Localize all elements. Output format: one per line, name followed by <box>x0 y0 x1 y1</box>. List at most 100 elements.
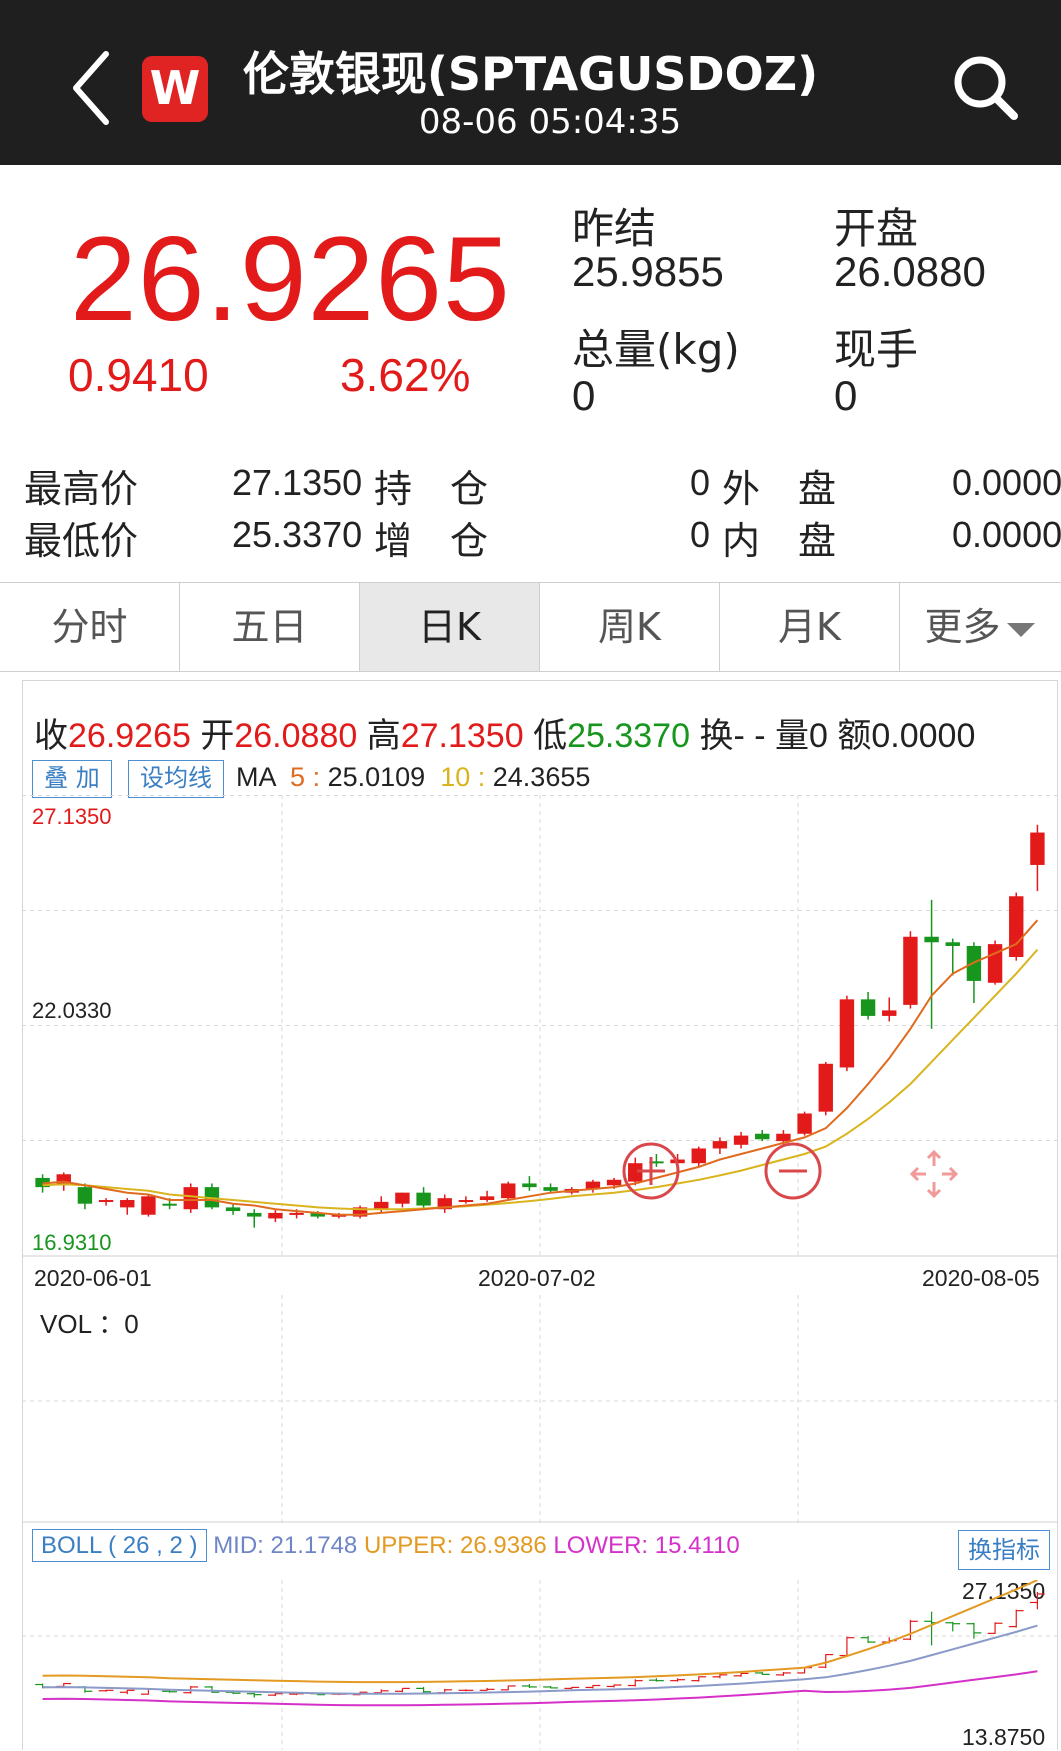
candle-body <box>141 1196 156 1215</box>
prev-settle-label: 昨结 <box>572 204 657 253</box>
switch-indicator-button[interactable]: 换指标 <box>958 1530 1050 1570</box>
candle-body <box>924 936 939 943</box>
volume-value: 0 <box>572 372 596 419</box>
candle-body <box>98 1200 114 1203</box>
app-logo-icon: W <box>142 56 208 122</box>
y-axis-low-label: 16.9310 <box>32 1230 112 1255</box>
ma10-key: 10 <box>440 762 471 792</box>
boll-upper-line <box>42 1580 1038 1684</box>
inner-value: 0.0000 <box>952 514 1061 555</box>
move-icon[interactable] <box>904 1144 964 1204</box>
close-value: 26.9265 <box>68 717 191 755</box>
boll-legend: BOLL ( 26 , 2 ) MID: 21.1748 UPPER: 26.9… <box>32 1529 740 1562</box>
candle-body <box>776 1133 791 1142</box>
candle-body <box>416 1192 431 1206</box>
last-price: 26.9265 <box>70 212 511 346</box>
ma-legend: MA 5 : 25.0109 10 : 24.3655 <box>236 762 591 792</box>
candle-body <box>733 1135 749 1145</box>
tab-intraday[interactable]: 分时 <box>0 583 180 671</box>
candle-body <box>585 1181 601 1189</box>
candlestick-chart[interactable] <box>22 795 1058 1260</box>
inner-label: 内 盘 <box>722 519 837 563</box>
candle-body <box>310 1212 325 1217</box>
prev-settle-value: 25.9855 <box>572 248 724 295</box>
hold-label: 持 仓 <box>374 467 489 511</box>
volume-panel[interactable] <box>22 1295 1058 1523</box>
candle-body <box>606 1179 622 1186</box>
x-axis-mid-label: 2020-07-02 <box>478 1265 596 1291</box>
candle-body <box>1030 832 1045 865</box>
candle-body <box>649 1161 664 1164</box>
y-axis-high-label: 27.1350 <box>32 804 112 829</box>
candle-body <box>839 999 855 1068</box>
low-value: 25.3370 <box>232 514 363 555</box>
back-arrow-icon[interactable] <box>68 48 118 128</box>
price-change-percent: 3.62% <box>340 349 471 401</box>
candle-body <box>818 1063 833 1112</box>
boll-label[interactable]: BOLL ( 26 , 2 ) <box>32 1529 207 1562</box>
high-label-k: 高 <box>366 717 401 755</box>
low-label-k: 低 <box>533 717 568 755</box>
tab-daily-k[interactable]: 日K <box>360 583 540 671</box>
open-value-k: 26.0880 <box>234 717 358 755</box>
open-label: 开盘 <box>834 204 919 253</box>
candle-body <box>458 1200 474 1203</box>
candle-body <box>797 1113 812 1134</box>
overlay-button[interactable]: 叠 加 <box>32 760 112 798</box>
candle-body <box>268 1212 283 1219</box>
turnover-label: 换 <box>699 717 734 755</box>
candle-body <box>162 1203 177 1206</box>
chart-panel <box>22 680 1058 1750</box>
open-label-k: 开 <box>200 717 235 755</box>
boll-lower: LOWER: 15.4110 <box>553 1532 740 1559</box>
amount-value: 0.0000 <box>871 717 976 755</box>
tab-more[interactable]: 更多 <box>900 583 1059 671</box>
candle-body <box>987 944 1003 983</box>
candle-body <box>755 1133 770 1140</box>
ma10-value: 24.3655 <box>492 762 591 792</box>
boll-mid: MID: 21.1748 <box>213 1532 358 1559</box>
hold-value: 0 <box>690 462 711 503</box>
candle-body <box>331 1214 347 1217</box>
ohlc-summary: 收26.9265 开26.0880 高27.1350 低25.3370 换- -… <box>34 708 975 757</box>
boll-chart[interactable] <box>22 1580 1058 1750</box>
top-bar: W 伦敦银现(SPTAGUSDOZ) 08-06 05:04:35 <box>0 0 1061 165</box>
turnover-value: - - <box>733 717 766 755</box>
outer-value: 0.0000 <box>952 462 1061 503</box>
candle-body <box>77 1187 93 1204</box>
candle-body <box>712 1141 728 1149</box>
close-label: 收 <box>34 717 68 755</box>
add-value: 0 <box>690 514 711 555</box>
ma10-line <box>42 948 1039 1211</box>
hand-label: 现手 <box>834 325 919 374</box>
candle-body <box>882 1010 897 1016</box>
candle-body <box>1009 896 1024 958</box>
high-label: 最高价 <box>24 467 139 511</box>
high-value-k: 27.1350 <box>400 717 524 755</box>
tab-monthly-k[interactable]: 月K <box>720 583 900 671</box>
tab-five-day[interactable]: 五日 <box>180 583 360 671</box>
tab-more-label: 更多 <box>924 605 1001 649</box>
set-ma-button[interactable]: 设均线 <box>128 760 224 798</box>
candle-body <box>289 1212 304 1215</box>
candle-body <box>691 1148 706 1164</box>
candle-body <box>479 1196 495 1201</box>
candle-body <box>543 1187 558 1191</box>
ma5-key: 5 <box>290 762 306 792</box>
zoom-out-icon[interactable] <box>762 1140 824 1202</box>
search-icon[interactable] <box>950 52 1022 124</box>
candle-body <box>225 1207 241 1212</box>
tab-weekly-k[interactable]: 周K <box>540 583 720 671</box>
boll-bottom-value: 13.8750 <box>962 1724 1046 1750</box>
low-value-k: 25.3370 <box>567 717 690 755</box>
candle-body <box>395 1192 410 1204</box>
candle-body <box>945 942 960 946</box>
update-time: 08-06 05:04:35 <box>418 102 682 142</box>
ma5-line <box>42 919 1039 1216</box>
period-tabs: 分时 五日 日K 周K 月K 更多 <box>0 582 1061 672</box>
low-label: 最低价 <box>24 519 139 563</box>
y-axis-mid-label: 22.0330 <box>32 998 112 1023</box>
zoom-in-icon[interactable] <box>620 1140 682 1202</box>
candle-body <box>56 1174 71 1186</box>
x-axis-start-label: 2020-06-01 <box>34 1265 152 1291</box>
